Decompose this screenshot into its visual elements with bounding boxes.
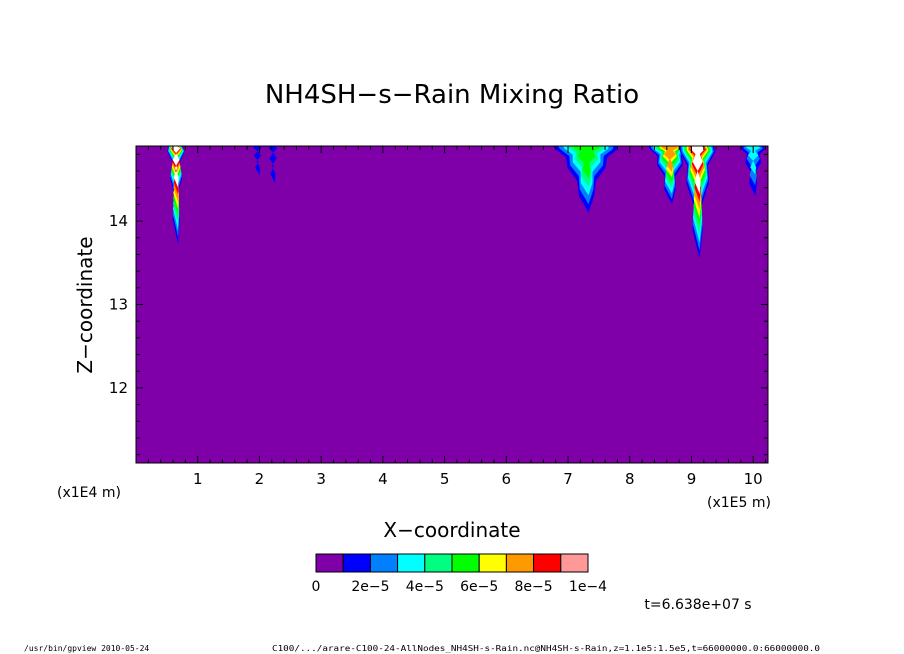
field-background — [136, 146, 768, 463]
colorbar-swatch-0 — [315, 553, 344, 573]
x-tick-label-1: 1 — [193, 470, 203, 488]
feature-1-level-1 — [253, 146, 263, 176]
time-label: t=6.638e+07 s — [644, 597, 751, 613]
y-tick-label-13: 13 — [109, 296, 128, 314]
colorbar-swatch-2 — [369, 553, 399, 573]
plot-area — [136, 146, 768, 463]
colorbar-swatch-6 — [478, 553, 507, 573]
x-tick-label-2: 2 — [255, 470, 265, 488]
y-scale-label: (x1E4 m) — [57, 485, 121, 501]
x-tick-label-4: 4 — [378, 470, 388, 488]
x-tick-label-10: 10 — [744, 470, 763, 488]
colorbar-label-3: 6e−5 — [460, 579, 498, 595]
y-tick-label-12: 12 — [109, 379, 128, 397]
colorbar-label-2: 4e−5 — [406, 579, 444, 595]
colorbar-swatch-5 — [451, 553, 480, 573]
x-tick-label-8: 8 — [625, 470, 635, 488]
footer-file: C100/.../arare-C100-24-AllNodes_NH4SH-s-… — [272, 644, 820, 653]
colorbar-label-4: 8e−5 — [515, 579, 553, 595]
y-axis-label: Z−coordinate — [73, 236, 97, 373]
colorbar-swatch-4 — [424, 553, 453, 573]
feature-6-level-3 — [746, 146, 761, 175]
colorbar-label-1: 2e−5 — [351, 579, 389, 595]
colorbar-label-5: 1e−4 — [569, 579, 607, 595]
feature-2-level-1 — [268, 146, 278, 184]
colorbar-swatch-1 — [342, 553, 371, 573]
x-tick-label-7: 7 — [563, 470, 573, 488]
colorbar-label-0: 0 — [312, 579, 321, 595]
feature-3-level-5 — [572, 146, 600, 178]
x-scale-label: (x1E5 m) — [707, 495, 771, 511]
chart-title: NH4SH−s−Rain Mixing Ratio — [265, 80, 639, 110]
x-tick-label-6: 6 — [502, 470, 512, 488]
colorbar-swatch-9 — [560, 553, 589, 573]
y-tick-label-14: 14 — [109, 212, 128, 230]
x-tick-label-9: 9 — [687, 470, 697, 488]
x-axis-label: X−coordinate — [383, 518, 520, 542]
colorbar-swatch-3 — [397, 553, 426, 573]
footer-program: /usr/bin/gpview 2010-05-24 — [24, 644, 149, 653]
colorbar: 0 2e−5 4e−5 6e−5 8e−5 1e−4 — [312, 553, 607, 595]
colorbar-swatch-7 — [505, 553, 535, 573]
feature-0-level-9 — [171, 146, 181, 188]
feature-4-level-7 — [661, 146, 679, 172]
feature-5-level-9 — [690, 146, 705, 194]
colorbar-swatch-8 — [533, 553, 562, 573]
x-tick-label-5: 5 — [440, 470, 450, 488]
x-tick-label-3: 3 — [316, 470, 326, 488]
